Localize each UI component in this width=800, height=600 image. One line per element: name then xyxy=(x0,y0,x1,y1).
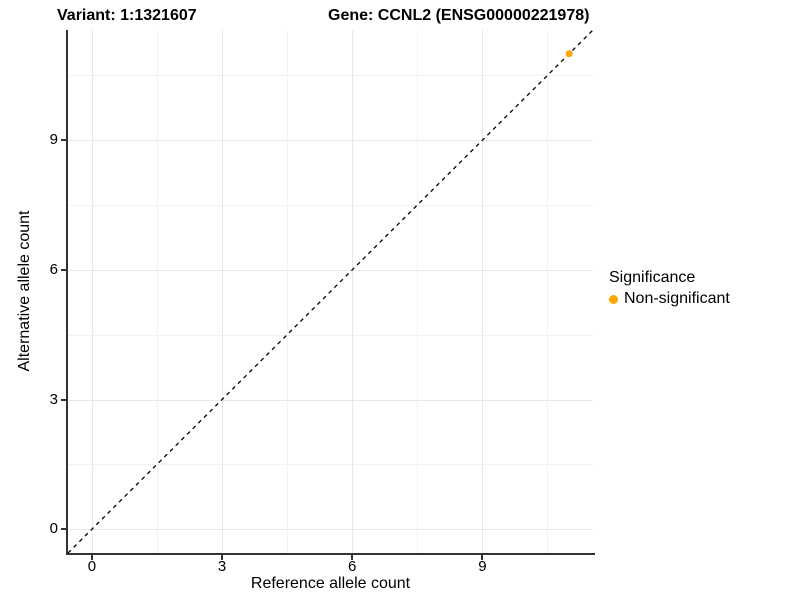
gridline xyxy=(68,140,593,141)
plot-title-gene: Gene: CCNL2 (ENSG00000221978) xyxy=(328,7,590,24)
plot-panel xyxy=(68,30,593,553)
y-tick-mark xyxy=(61,528,66,531)
gridline xyxy=(482,30,483,553)
gridline xyxy=(68,270,593,271)
y-axis-line xyxy=(66,30,68,555)
y-tick-label: 6 xyxy=(49,260,58,278)
identity-reference-line xyxy=(68,30,593,553)
x-tick-label: 3 xyxy=(217,558,227,575)
x-tick-label: 0 xyxy=(87,558,97,575)
gridline xyxy=(68,529,593,530)
legend-item-label: Non-significant xyxy=(624,290,730,307)
legend-items: Non-significant xyxy=(609,290,730,308)
gridline xyxy=(352,30,353,553)
x-axis-line xyxy=(66,553,595,555)
legend-item: Non-significant xyxy=(609,290,730,308)
x-tick-mark xyxy=(351,555,354,560)
gridline xyxy=(417,30,418,553)
gridline xyxy=(222,30,223,553)
y-tick-label: 0 xyxy=(49,520,58,538)
y-tick-mark xyxy=(61,139,66,142)
gridline xyxy=(68,205,593,206)
x-tick-label: 6 xyxy=(348,558,357,575)
gridline xyxy=(92,30,93,553)
data-point xyxy=(565,50,573,58)
x-tick-mark xyxy=(221,555,224,560)
x-axis-title: Reference allele count xyxy=(250,575,411,592)
gridline xyxy=(157,30,158,553)
gridline xyxy=(547,30,548,553)
y-tick-mark xyxy=(61,398,66,401)
plot-title-variant: Variant: 1:1321607 xyxy=(57,7,197,24)
legend: Significance Non-significant xyxy=(609,269,730,308)
plot-data-layer xyxy=(68,30,593,553)
y-axis-title: Alternative allele count xyxy=(16,210,33,372)
legend-title: Significance xyxy=(609,269,696,286)
x-tick-mark xyxy=(90,555,93,560)
y-tick-label: 9 xyxy=(49,131,58,149)
gridline xyxy=(68,464,593,465)
x-tick-mark xyxy=(481,555,484,560)
gridline xyxy=(287,30,288,553)
gridline xyxy=(68,335,593,336)
gridline xyxy=(68,400,593,401)
x-tick-label: 9 xyxy=(478,558,487,575)
legend-point-icon xyxy=(609,294,618,304)
y-tick-label: 3 xyxy=(49,390,58,408)
y-tick-mark xyxy=(61,268,66,271)
gridline xyxy=(68,75,593,76)
